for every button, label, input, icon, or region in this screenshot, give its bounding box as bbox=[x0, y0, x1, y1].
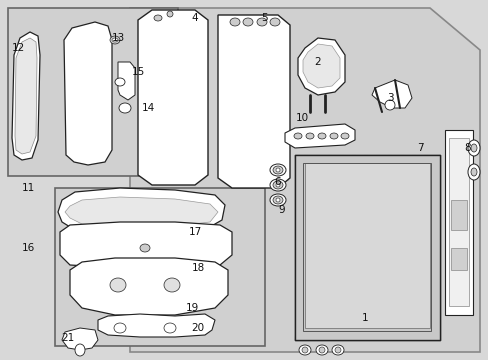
Text: 19: 19 bbox=[185, 303, 198, 313]
Bar bbox=[303, 163, 430, 331]
Ellipse shape bbox=[243, 18, 252, 26]
Bar bbox=[444, 130, 472, 315]
Ellipse shape bbox=[302, 347, 307, 353]
Text: 6: 6 bbox=[274, 177, 281, 187]
Text: 3: 3 bbox=[386, 93, 392, 103]
Ellipse shape bbox=[115, 78, 125, 86]
Text: 16: 16 bbox=[21, 243, 35, 253]
Ellipse shape bbox=[275, 168, 280, 172]
Ellipse shape bbox=[154, 15, 162, 21]
Ellipse shape bbox=[75, 344, 85, 356]
Polygon shape bbox=[118, 62, 135, 100]
Ellipse shape bbox=[384, 100, 394, 110]
Text: 15: 15 bbox=[131, 67, 144, 77]
Text: 12: 12 bbox=[11, 43, 24, 53]
Ellipse shape bbox=[298, 345, 310, 355]
Ellipse shape bbox=[467, 164, 479, 180]
Polygon shape bbox=[138, 10, 207, 185]
Ellipse shape bbox=[331, 345, 343, 355]
Ellipse shape bbox=[470, 144, 476, 152]
Polygon shape bbox=[65, 197, 218, 226]
Polygon shape bbox=[285, 124, 354, 148]
Text: 20: 20 bbox=[191, 323, 204, 333]
Ellipse shape bbox=[229, 18, 240, 26]
Text: 17: 17 bbox=[188, 227, 201, 237]
Ellipse shape bbox=[275, 183, 280, 187]
Bar bbox=[450, 200, 466, 230]
Text: 1: 1 bbox=[361, 313, 367, 323]
Ellipse shape bbox=[467, 140, 479, 156]
Text: 10: 10 bbox=[295, 113, 308, 123]
Ellipse shape bbox=[119, 103, 131, 113]
Polygon shape bbox=[303, 44, 339, 88]
Polygon shape bbox=[62, 328, 98, 350]
Bar bbox=[55, 188, 264, 346]
Ellipse shape bbox=[269, 194, 285, 206]
Ellipse shape bbox=[329, 133, 337, 139]
Text: 18: 18 bbox=[191, 263, 204, 273]
Text: 13: 13 bbox=[111, 33, 124, 43]
Ellipse shape bbox=[269, 164, 285, 176]
Ellipse shape bbox=[140, 244, 150, 252]
Ellipse shape bbox=[470, 168, 476, 176]
Ellipse shape bbox=[257, 18, 266, 26]
Ellipse shape bbox=[334, 347, 340, 353]
Text: 5: 5 bbox=[261, 13, 268, 23]
Bar bbox=[448, 138, 468, 306]
Text: 14: 14 bbox=[141, 103, 154, 113]
Ellipse shape bbox=[315, 345, 327, 355]
Text: 8: 8 bbox=[464, 143, 470, 153]
Ellipse shape bbox=[318, 347, 325, 353]
Ellipse shape bbox=[340, 133, 348, 139]
Ellipse shape bbox=[275, 198, 280, 202]
Ellipse shape bbox=[305, 133, 313, 139]
Ellipse shape bbox=[110, 36, 120, 44]
Text: 21: 21 bbox=[61, 333, 75, 343]
Ellipse shape bbox=[167, 11, 173, 17]
Ellipse shape bbox=[110, 278, 126, 292]
Polygon shape bbox=[12, 32, 40, 160]
Polygon shape bbox=[15, 38, 37, 154]
Polygon shape bbox=[371, 80, 411, 108]
Polygon shape bbox=[64, 22, 112, 165]
Text: 9: 9 bbox=[278, 205, 285, 215]
Polygon shape bbox=[58, 188, 224, 232]
Ellipse shape bbox=[272, 181, 283, 189]
Ellipse shape bbox=[272, 196, 283, 204]
Text: 11: 11 bbox=[21, 183, 35, 193]
Polygon shape bbox=[60, 222, 231, 268]
Polygon shape bbox=[98, 314, 215, 337]
Text: 7: 7 bbox=[416, 143, 423, 153]
Polygon shape bbox=[70, 258, 227, 315]
Bar bbox=[450, 248, 466, 270]
Ellipse shape bbox=[163, 323, 176, 333]
Ellipse shape bbox=[114, 323, 126, 333]
Bar bbox=[294, 155, 439, 340]
Ellipse shape bbox=[163, 278, 180, 292]
Ellipse shape bbox=[269, 179, 285, 191]
Polygon shape bbox=[130, 8, 479, 352]
Bar bbox=[8, 8, 178, 176]
Ellipse shape bbox=[269, 18, 280, 26]
Text: 2: 2 bbox=[314, 57, 321, 67]
Polygon shape bbox=[218, 15, 289, 188]
Polygon shape bbox=[297, 38, 345, 95]
Ellipse shape bbox=[293, 133, 302, 139]
Text: 4: 4 bbox=[191, 13, 198, 23]
Ellipse shape bbox=[317, 133, 325, 139]
Ellipse shape bbox=[112, 38, 118, 42]
Ellipse shape bbox=[272, 166, 283, 174]
Bar bbox=[305, 163, 429, 328]
